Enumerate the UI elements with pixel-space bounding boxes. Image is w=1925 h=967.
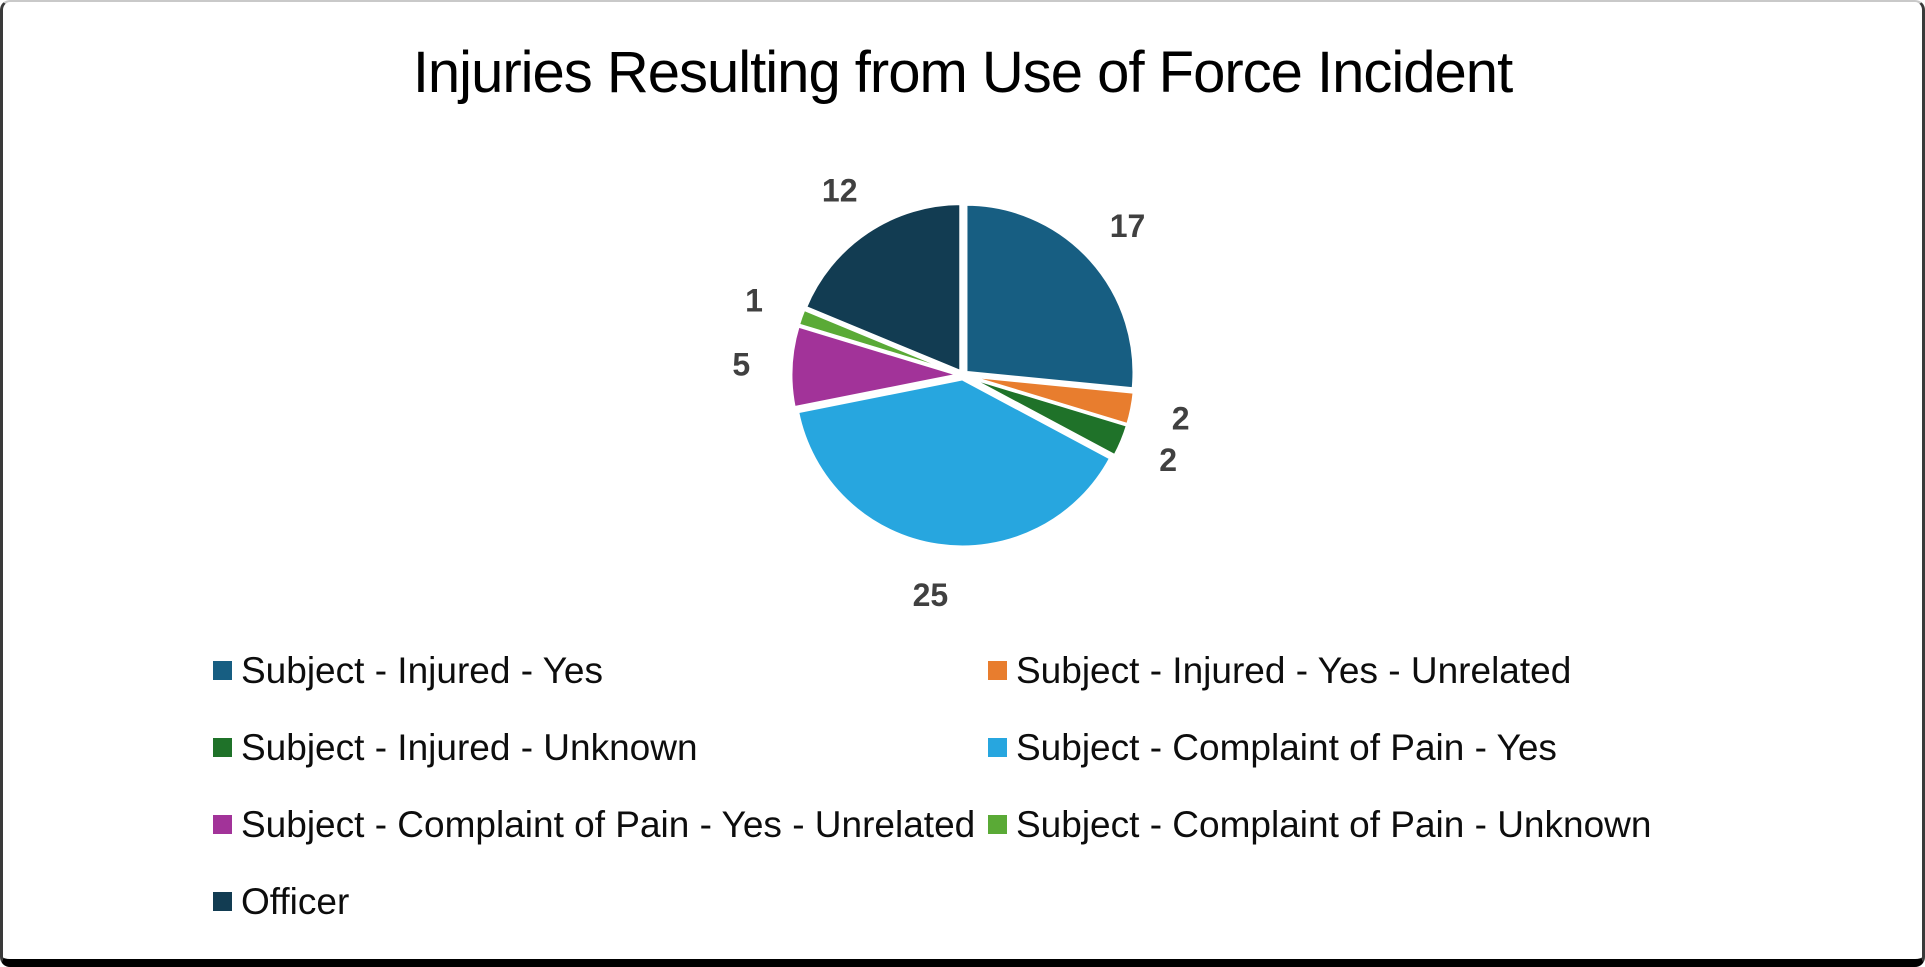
pie-slice-6[interactable] (804, 202, 963, 374)
legend-item-subject-injured-unknown[interactable]: Subject - Injured - Unknown (213, 729, 988, 766)
legend-label: Subject - Complaint of Pain - Yes (1016, 727, 1557, 768)
legend-item-subject-injured-yes-unrelated[interactable]: Subject - Injured - Yes - Unrelated (988, 652, 1651, 689)
data-label-6: 12 (822, 173, 858, 209)
data-label-3: 25 (913, 577, 949, 613)
legend-item-subject-complaint-of-pain-yes[interactable]: Subject - Complaint of Pain - Yes (988, 729, 1651, 766)
legend-swatch (988, 738, 1007, 757)
legend-item-subject-complaint-of-pain-unknown[interactable]: Subject - Complaint of Pain - Unknown (988, 806, 1651, 843)
legend-swatch (988, 661, 1007, 680)
chart-legend: Subject - Injured - Yes Subject - Injure… (213, 632, 1651, 940)
pie-labels-group: 17 2 2 25 5 1 12 (732, 173, 1189, 613)
chart-title: Injuries Resulting from Use of Force Inc… (412, 40, 1513, 105)
legend-label: Subject - Injured - Yes - Unrelated (1016, 650, 1572, 691)
legend-label: Subject - Injured - Unknown (241, 727, 698, 768)
legend-label: Subject - Injured - Yes (241, 650, 603, 691)
data-label-0: 17 (1110, 208, 1146, 244)
data-label-1: 2 (1172, 401, 1190, 437)
pie-chart: 17 2 2 25 5 1 12 (732, 173, 1189, 613)
legend-item-subject-injured-yes[interactable]: Subject - Injured - Yes (213, 652, 988, 689)
legend-label: Subject - Complaint of Pain - Unknown (1016, 804, 1652, 845)
data-label-4: 5 (732, 346, 750, 382)
legend-swatch (213, 815, 232, 834)
data-label-5: 1 (745, 282, 763, 318)
legend-swatch (988, 815, 1007, 834)
pie-slice-0[interactable] (964, 202, 1136, 391)
pie-slice-3[interactable] (796, 377, 1113, 549)
data-label-2: 2 (1159, 442, 1177, 478)
legend-item-officer[interactable]: Officer (213, 883, 988, 920)
legend-label: Subject - Complaint of Pain - Yes - Unre… (241, 804, 976, 845)
legend-swatch (213, 738, 232, 757)
legend-swatch (213, 892, 232, 911)
pie-slices-group (789, 202, 1136, 549)
legend-swatch (213, 661, 232, 680)
legend-label: Officer (241, 881, 350, 922)
pie-slice-5[interactable] (796, 307, 961, 376)
pie-slice-2[interactable] (965, 375, 1129, 458)
legend-item-subject-complaint-of-pain-yes-unrelated[interactable]: Subject - Complaint of Pain - Yes - Unre… (213, 806, 988, 843)
